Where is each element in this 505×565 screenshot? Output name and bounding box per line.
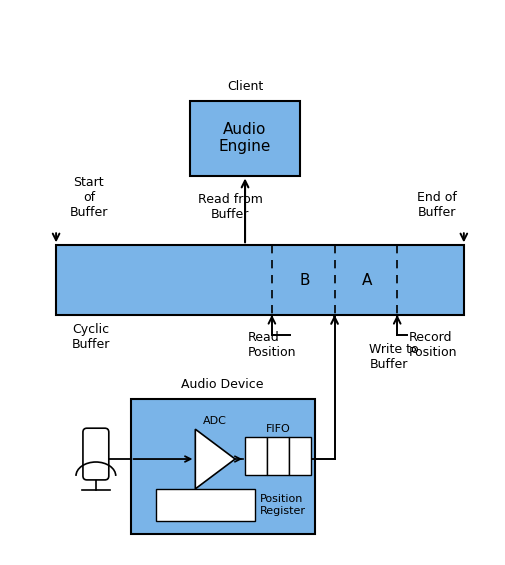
Text: Read from
Buffer: Read from Buffer: [197, 193, 262, 221]
Text: Position
Register: Position Register: [260, 494, 306, 516]
Text: End of
Buffer: End of Buffer: [416, 192, 456, 219]
Bar: [267, 437, 288, 475]
Text: B: B: [299, 272, 310, 288]
Bar: [190, 101, 299, 176]
Bar: [56, 245, 463, 315]
Bar: [130, 399, 314, 533]
Text: Audio Device: Audio Device: [181, 379, 264, 392]
FancyBboxPatch shape: [83, 428, 109, 480]
Polygon shape: [195, 429, 235, 489]
Bar: [288, 437, 310, 475]
Text: FIFO: FIFO: [265, 424, 290, 434]
Text: Write to
Buffer: Write to Buffer: [369, 343, 418, 371]
Bar: [155, 489, 255, 521]
Text: A: A: [362, 272, 372, 288]
Text: Cyclic
Buffer: Cyclic Buffer: [72, 323, 110, 351]
Text: Read
Position: Read Position: [247, 331, 296, 359]
Text: Start
of
Buffer: Start of Buffer: [70, 176, 108, 219]
Text: Record
Position: Record Position: [409, 331, 457, 359]
Text: ADC: ADC: [203, 416, 227, 426]
Text: Audio
Engine: Audio Engine: [219, 122, 271, 154]
Text: Client: Client: [226, 80, 263, 93]
Bar: [244, 437, 267, 475]
